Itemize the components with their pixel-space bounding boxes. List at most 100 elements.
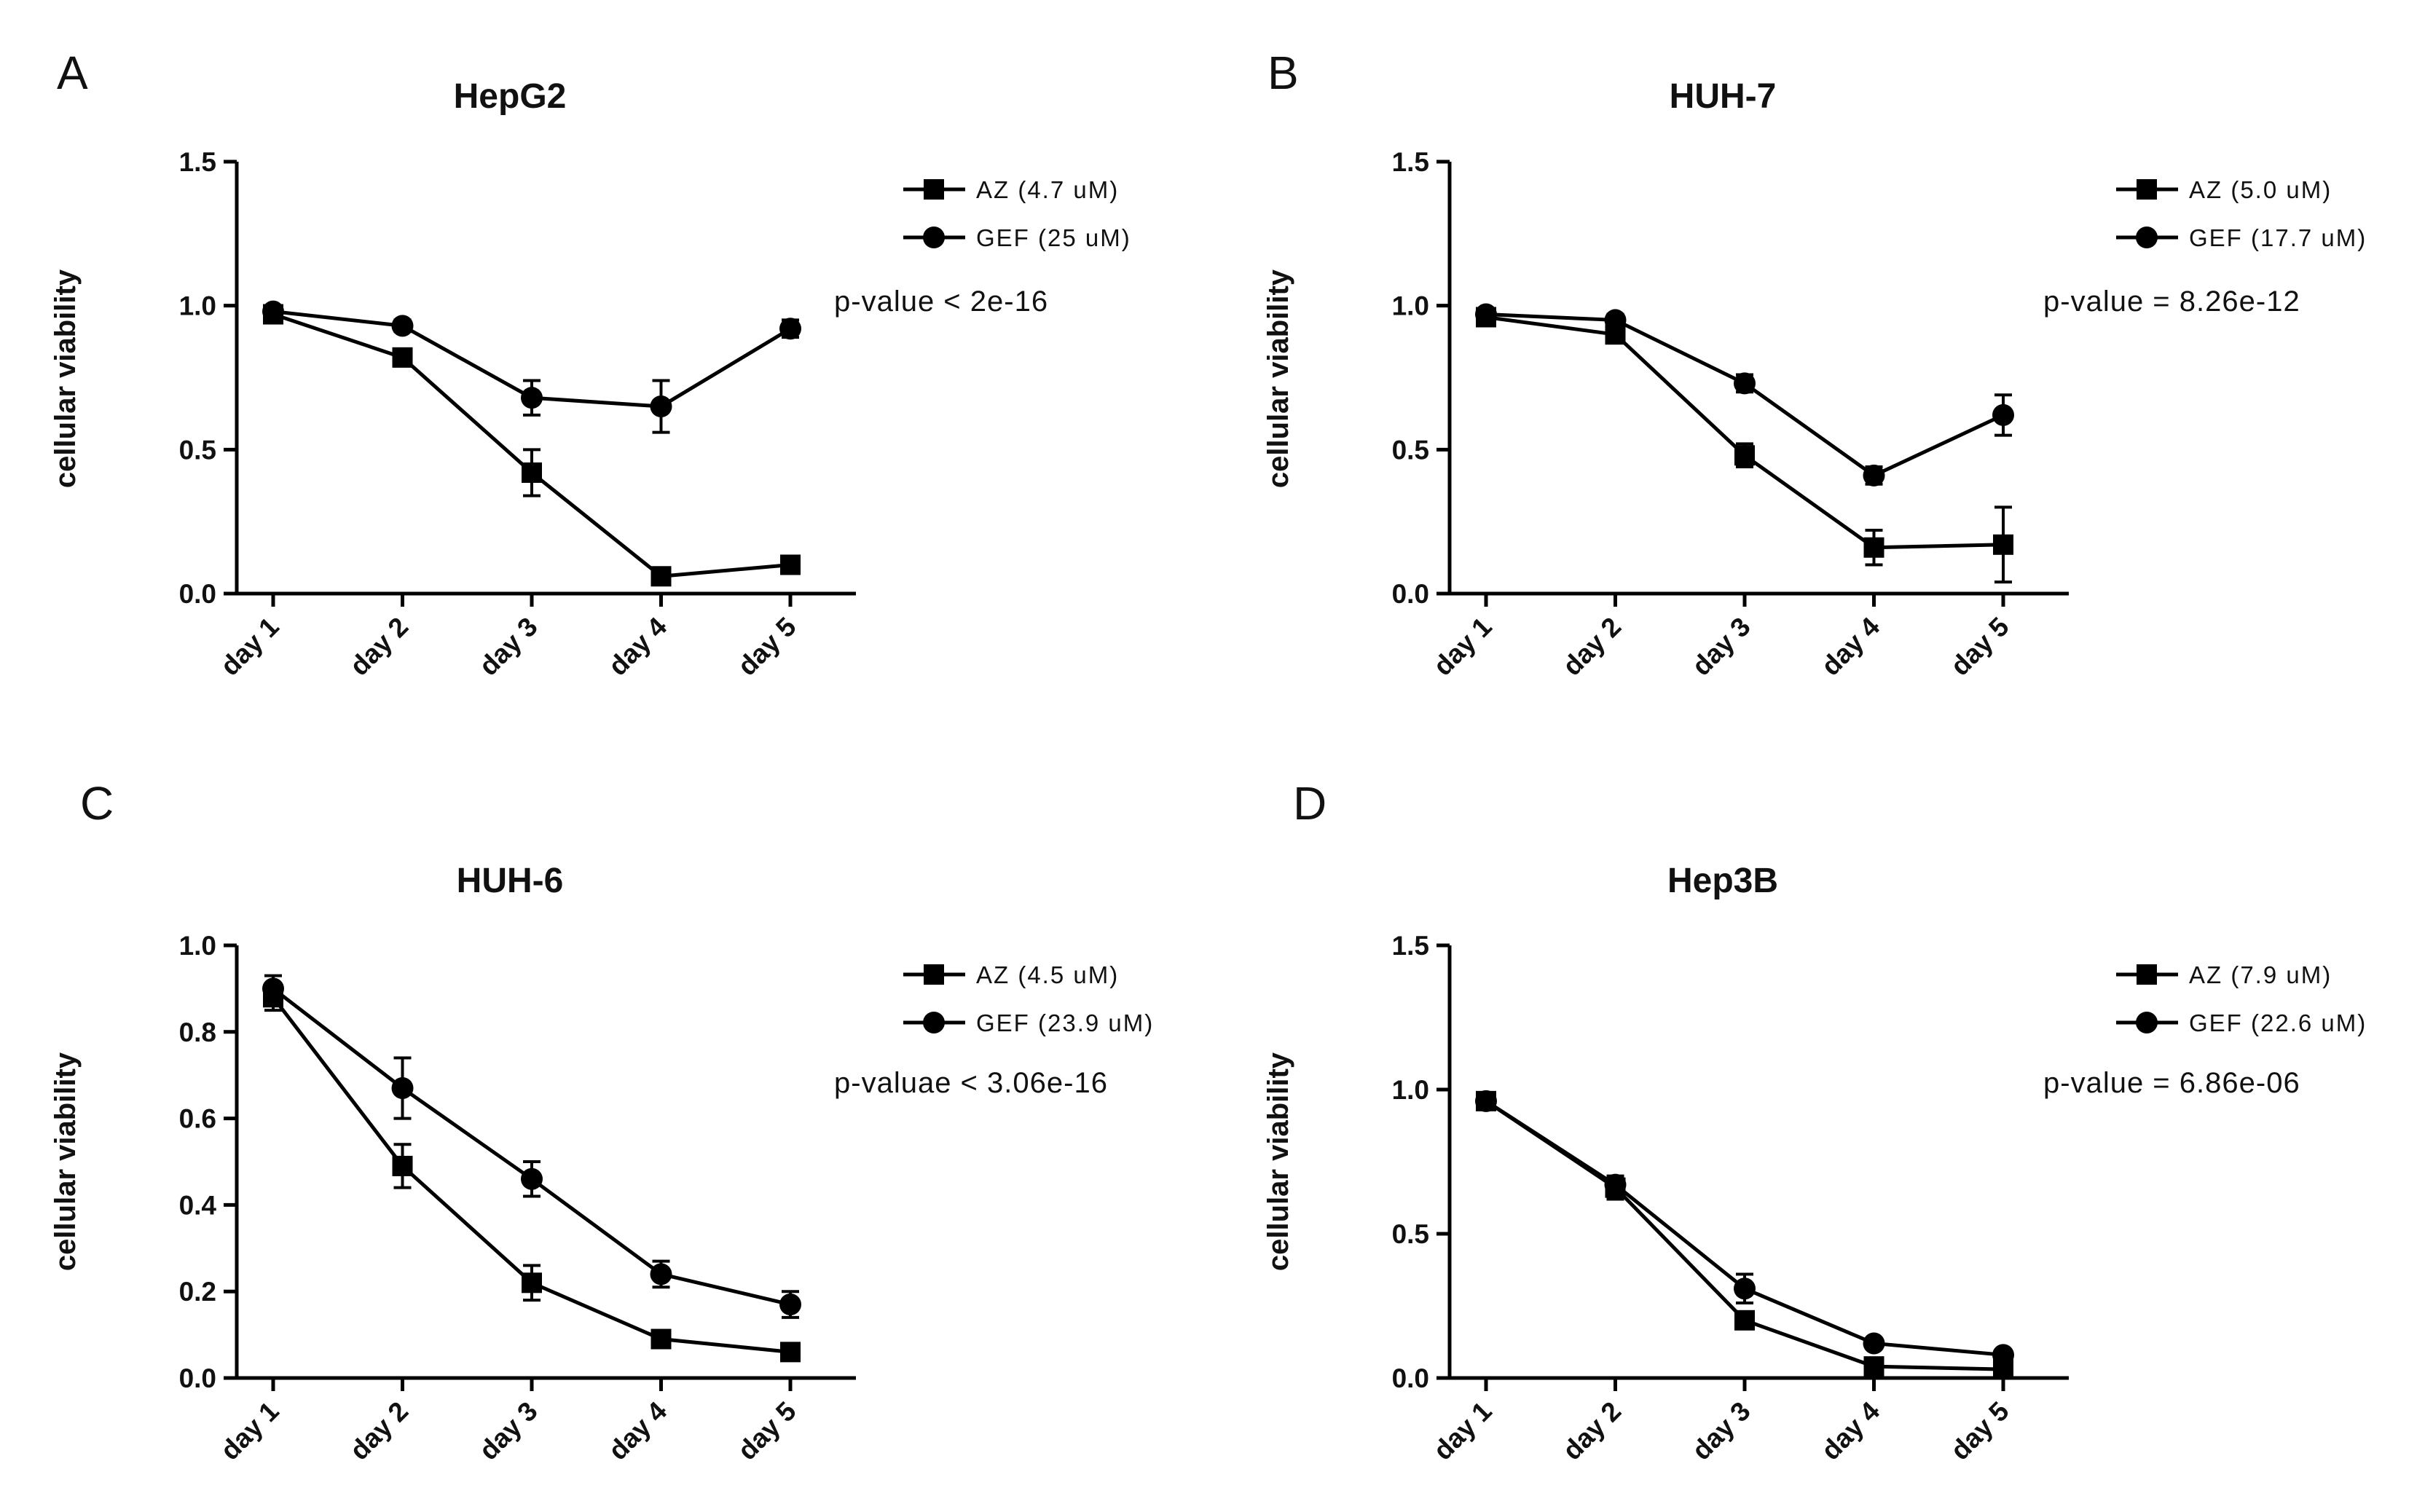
data-point-circle <box>391 315 414 337</box>
legend-label: AZ (4.5 uM) <box>976 961 1119 988</box>
data-point-circle <box>1604 309 1627 331</box>
data-point-square <box>1734 445 1755 466</box>
data-point-square <box>1734 1310 1755 1331</box>
data-point-circle <box>1734 1277 1756 1300</box>
series-az: AZ (4.5 uM) <box>263 961 1119 1363</box>
x-tick-label: day 2 <box>1557 1396 1627 1466</box>
chart-panel-b: B HUH-7 cellular viability 0.0 0.5 1.0 1.5 day … <box>1262 47 2367 682</box>
data-point-square <box>522 1272 542 1294</box>
data-point-circle <box>1992 403 2014 426</box>
panel-letter: B <box>1267 47 1299 99</box>
data-point-circle <box>262 977 284 1000</box>
data-point-circle <box>391 1077 414 1100</box>
data-point-circle <box>1604 1173 1627 1196</box>
y-tick-label: 1.0 <box>1392 1075 1429 1105</box>
legend-marker-square <box>2137 964 2157 985</box>
data-point-circle <box>1863 464 1885 487</box>
x-tick-label: day 4 <box>602 1395 672 1465</box>
legend-label: AZ (4.7 uM) <box>976 176 1119 203</box>
panel-letter: C <box>80 777 114 830</box>
x-tick-label: day 2 <box>344 612 414 682</box>
chart-title: HepG2 <box>454 77 567 116</box>
chart-title: Hep3B <box>1667 862 1778 900</box>
legend-label: GEF (17.7 uM) <box>2189 224 2367 251</box>
legend-label: GEF (22.6 uM) <box>2189 1009 2367 1036</box>
data-point-circle <box>1734 372 1756 395</box>
x-tick-label: day 4 <box>1815 611 1885 681</box>
y-tick-label: 1.5 <box>1392 931 1429 961</box>
y-tick-label: 1.5 <box>179 147 216 177</box>
y-tick-label: 0.5 <box>1392 435 1429 465</box>
data-point-square <box>651 566 672 587</box>
data-point-square <box>1993 534 2013 555</box>
legend-marker-circle <box>923 1012 945 1033</box>
x-tick-label: day 2 <box>344 1396 414 1466</box>
x-tick-label: day 3 <box>1686 1396 1756 1466</box>
p-value-annotation: p-value < 2e-16 <box>834 286 1048 318</box>
y-tick-label: 0.0 <box>179 579 216 609</box>
y-tick-label: 0.4 <box>179 1190 217 1220</box>
legend-marker-square <box>2137 179 2157 200</box>
y-tick-label: 1.0 <box>179 931 216 961</box>
data-point-circle <box>650 1263 672 1285</box>
series-gef: GEF (23.9 uM) <box>262 974 1154 1319</box>
series-line <box>272 987 791 1307</box>
panel-letter: A <box>57 47 88 99</box>
x-tick-label: day 5 <box>1945 1396 2015 1466</box>
data-point-circle <box>779 1294 801 1316</box>
series-line <box>1485 315 2004 550</box>
p-value-annotation: p-value = 8.26e-12 <box>2043 286 2300 318</box>
legend-marker-square <box>924 179 944 200</box>
data-point-square <box>392 347 413 368</box>
y-tick-label: 0.6 <box>179 1104 216 1134</box>
x-tick-label: day 1 <box>1428 612 1498 682</box>
data-point-square <box>651 1328 672 1350</box>
data-point-circle <box>262 300 284 323</box>
series-gef: GEF (17.7 uM) <box>1475 224 2367 487</box>
legend-marker-circle <box>923 227 945 248</box>
x-tick-label: day 3 <box>473 612 543 682</box>
y-tick-label: 1.5 <box>1392 147 1429 177</box>
data-point-circle <box>521 387 543 409</box>
y-tick-label: 0.5 <box>1392 1219 1429 1249</box>
series-gef: GEF (22.6 uM) <box>1475 1009 2367 1366</box>
legend-marker-circle <box>2136 1012 2158 1033</box>
series-line <box>272 312 791 578</box>
y-axis-label: cellular viability <box>1262 1052 1294 1271</box>
p-value-annotation: p-value = 6.86e-06 <box>2043 1067 2300 1099</box>
data-point-circle <box>1863 1332 1885 1355</box>
x-tick-label: day 4 <box>1815 1395 1885 1465</box>
chart-panel-c: C HUH-6 cellular viability 0.0 0.2 0.4 0.6 0.8 1… <box>50 777 1154 1466</box>
legend-label: GEF (25 uM) <box>976 224 1131 251</box>
y-axis-label: cellular viability <box>1262 269 1294 488</box>
y-axis-label: cellular viability <box>50 269 82 488</box>
y-tick-label: 0.5 <box>179 435 216 465</box>
x-tick-label: day 1 <box>215 612 285 682</box>
data-point-square <box>392 1155 413 1176</box>
chart-title: HUH-7 <box>1670 77 1777 116</box>
x-tick-label: day 1 <box>215 1396 285 1466</box>
data-point-circle <box>650 395 672 418</box>
data-point-circle <box>1475 1090 1497 1112</box>
y-tick-label: 1.0 <box>1392 291 1429 321</box>
series-gef: GEF (25 uM) <box>262 224 1131 434</box>
data-point-circle <box>1992 1344 2014 1366</box>
x-tick-label: day 5 <box>732 1396 802 1466</box>
x-tick-label: day 2 <box>1557 612 1627 682</box>
x-tick-label: day 5 <box>1945 612 2015 682</box>
y-tick-label: 0.8 <box>179 1017 216 1047</box>
y-axis-label: cellular viability <box>50 1052 82 1271</box>
data-point-square <box>522 462 542 483</box>
chart-panel-d: D Hep3B cellular viability 0.0 0.5 1.0 1.5 day … <box>1262 777 2367 1466</box>
p-value-annotation: p-valuae < 3.06e-16 <box>834 1067 1108 1099</box>
legend-marker-circle <box>2136 227 2158 248</box>
y-tick-label: 0.0 <box>1392 579 1429 609</box>
x-tick-label: day 3 <box>1686 612 1756 682</box>
y-tick-label: 0.2 <box>179 1277 216 1307</box>
legend-label: GEF (23.9 uM) <box>976 1009 1154 1036</box>
data-point-circle <box>521 1168 543 1190</box>
y-tick-label: 1.0 <box>179 291 216 321</box>
data-point-square <box>780 554 801 575</box>
y-tick-label: 0.0 <box>179 1363 216 1393</box>
